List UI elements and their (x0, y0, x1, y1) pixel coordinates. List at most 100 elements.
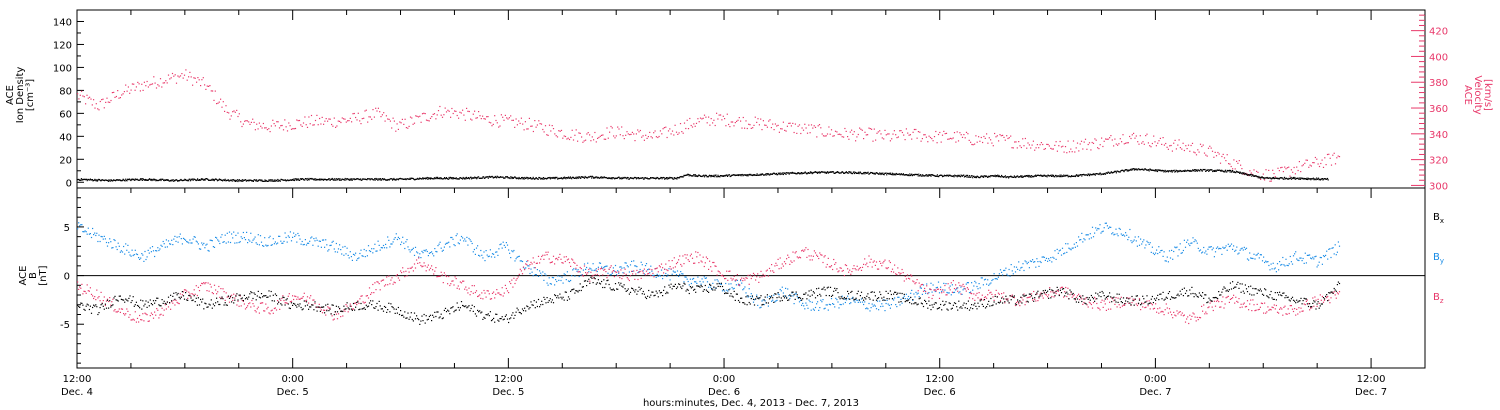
velocity-series-point (256, 123, 258, 125)
velocity-series-point (470, 118, 472, 120)
velocity-series-point (1099, 144, 1101, 146)
bz-series-point (162, 314, 164, 316)
density-series-point (161, 178, 163, 180)
bz-series-point (813, 250, 815, 252)
by-series-point (963, 287, 965, 290)
bz-series-point (237, 300, 239, 302)
velocity-series-point (1133, 132, 1135, 134)
by-series-point (223, 241, 225, 243)
velocity-series-point (1022, 138, 1024, 140)
velocity-series-point (851, 129, 853, 131)
by-series-point (1230, 243, 1233, 245)
density-series-point (1015, 176, 1017, 178)
density-series-point (1063, 174, 1065, 176)
velocity-series-point (281, 124, 283, 127)
by-series-point (753, 299, 756, 301)
density-series-point (404, 178, 407, 180)
velocity-series-point (471, 119, 473, 121)
density-series-point (587, 177, 589, 179)
bz-series-point (404, 276, 406, 278)
density-series-point (998, 174, 1000, 177)
density-series-point (155, 179, 158, 181)
bz-series-point (563, 256, 565, 258)
bz-series-point (811, 259, 813, 261)
by-series-point (510, 257, 512, 259)
density-series-point (705, 175, 707, 177)
density-series-point (1222, 170, 1224, 172)
velocity-series-point (1301, 165, 1303, 167)
density-series-point (250, 179, 252, 181)
density-series-point (882, 172, 884, 174)
velocity-series-point (1215, 155, 1218, 157)
bz-series-point (727, 279, 729, 281)
by-series-point (606, 265, 608, 267)
by-series-point (1011, 270, 1013, 272)
density-series-point (1087, 174, 1089, 177)
bz-series-point (454, 276, 456, 278)
density-series-point (1057, 175, 1059, 177)
density-series-point (155, 180, 157, 182)
by-series-point (866, 307, 868, 309)
density-series-point (792, 172, 794, 174)
density-series-point (749, 174, 751, 176)
density-series-point (200, 178, 202, 180)
by-series-point (1306, 254, 1308, 256)
bz-series-point (870, 258, 872, 260)
density-series-point (618, 176, 620, 178)
by-series-point (1202, 251, 1204, 253)
density-series-point (162, 178, 164, 180)
velocity-series-point (729, 126, 731, 128)
density-series-point (94, 178, 96, 180)
bz-series-point (791, 261, 793, 263)
density-series-point (222, 180, 224, 182)
density-series-point (823, 171, 826, 173)
by-series-point (566, 271, 568, 273)
density-series-point (265, 179, 267, 182)
density-series-point (1129, 169, 1132, 171)
bz-series-point (267, 306, 269, 308)
density-series-point (313, 179, 315, 181)
bz-series-point (414, 267, 417, 269)
density-series-point (1205, 170, 1207, 172)
by-series-point (626, 265, 628, 267)
velocity-series-point (699, 117, 702, 119)
by-series-point (1084, 239, 1086, 241)
bz-series-point (717, 270, 719, 272)
density-series-point (1163, 171, 1165, 173)
by-series-point (628, 271, 630, 273)
by-series-point (1312, 256, 1314, 258)
density-series-point (1091, 173, 1093, 176)
density-series-point (1230, 171, 1232, 173)
density-series-point (839, 172, 842, 174)
density-series-point (698, 174, 700, 176)
bz-series-point (257, 306, 259, 308)
by-series-point (618, 272, 620, 274)
by-series-point (1168, 250, 1171, 252)
density-series-point (134, 178, 136, 180)
bz-series-point (598, 275, 601, 277)
velocity-series-point (563, 135, 565, 137)
bz-series-point (662, 267, 664, 269)
density-series-point (768, 173, 770, 175)
density-series-point (884, 172, 886, 174)
density-series-point (992, 175, 994, 177)
by-series-point (886, 299, 888, 301)
bz-series-point (305, 299, 308, 301)
by-series-point (946, 291, 948, 294)
velocity-series-point (877, 131, 879, 133)
bz-series-point (340, 316, 342, 318)
density-series-point (682, 176, 684, 178)
density-series-point (988, 175, 990, 177)
density-series-point (1257, 177, 1259, 179)
by-series-point (613, 270, 615, 272)
by-series-point (814, 306, 817, 309)
by-series-point (318, 240, 320, 242)
velocity-series-point (306, 126, 309, 128)
density-series-point (481, 177, 483, 179)
by-series-point (273, 243, 275, 245)
density-series-point (625, 177, 627, 179)
density-series-point (259, 179, 261, 181)
density-series-point (1100, 174, 1102, 176)
density-series-point (688, 175, 690, 177)
bz-series-point (683, 263, 685, 265)
